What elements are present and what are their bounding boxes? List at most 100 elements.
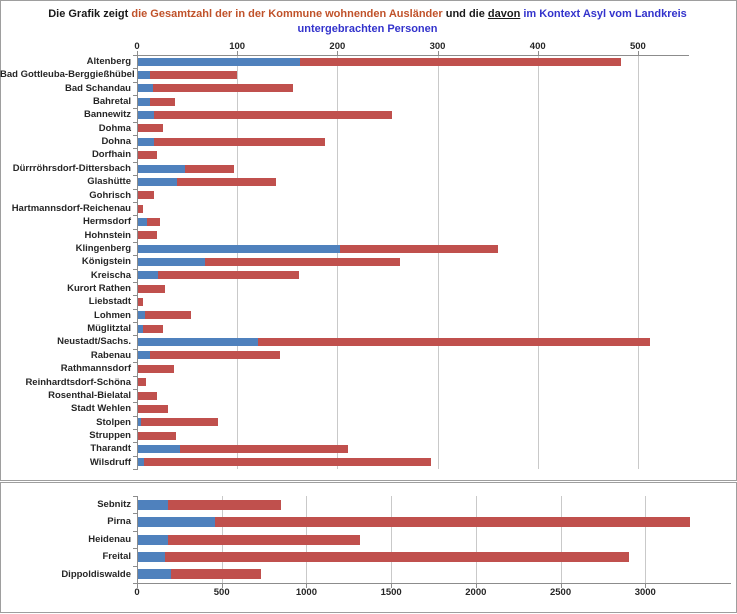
category-axis-tick [133,148,137,150]
category-label: Dohma [98,122,131,134]
category-axis-tick [133,121,137,123]
category-axis-tick [133,161,137,163]
bar-gesamt-segment [150,71,238,80]
category-label: Bad Schandau [65,82,131,94]
category-axis-tick [133,215,137,217]
bar-gesamt-segment [138,391,158,400]
axis-tick [221,584,223,588]
gridline [437,55,439,469]
axis-tick [391,584,393,588]
bar-asyl-segment [138,111,155,120]
bar-gesamt-segment [168,499,282,510]
axis-tick [437,51,439,55]
category-label: Hermsdorf [82,216,131,228]
bar-asyl-segment [138,244,341,253]
category-axis-tick [133,268,137,270]
bar-gesamt-segment [340,244,498,253]
category-label: Freital [102,551,131,563]
category-axis-line [137,496,138,584]
title-segment: im Kontext Asyl vom Landkreis [520,8,687,20]
bar-gesamt-segment [150,351,281,360]
category-axis-tick [133,108,137,110]
category-axis-tick [133,81,137,83]
bar-asyl-segment [138,534,169,545]
category-axis-tick [133,469,137,470]
category-axis-tick [133,201,137,203]
category-label: Rabenau [90,349,131,361]
category-label: Stolpen [96,416,131,428]
category-label: Heidenau [88,533,131,545]
title-segment: und die [442,8,488,20]
bar-asyl-segment [138,458,144,467]
category-axis-tick [133,241,137,243]
category-label: Klingenberg [75,242,131,254]
axis-tick-label: 2000 [465,587,487,598]
title-segment: davon [487,8,521,20]
value-axis-line [137,55,689,56]
category-label: Rosenthal-Bielatal [48,389,131,401]
gridline [475,496,477,583]
category-label: Lohmen [94,309,131,321]
chart-title-line: Die Grafik zeigt die Gesamtzahl der in d… [0,7,735,22]
category-axis-tick [133,455,137,457]
bar-asyl-segment [138,324,143,333]
axis-tick-label: 1000 [295,587,317,598]
category-label: Hartmannsdorf-Reichenau [11,202,131,214]
bar-asyl-segment [138,499,169,510]
gridline [391,496,393,583]
bar-gesamt-segment [168,534,360,545]
axis-tick-label: 100 [229,41,246,52]
bar-gesamt-segment [141,418,219,427]
axis-tick [475,584,477,588]
bar-asyl-segment [138,551,166,562]
chart-title-line: untergebrachten Personen [0,22,735,37]
bar-gesamt-segment [177,177,277,186]
gridline [645,496,647,583]
axis-tick-label: 2500 [549,587,572,598]
bar-gesamt-segment [147,217,161,226]
category-axis-tick [133,68,137,70]
axis-tick-label: 0 [134,587,140,598]
category-label: Wilsdruff [89,456,131,468]
axis-tick-label: 500 [629,41,646,52]
category-axis-tick [133,335,137,337]
category-axis-tick [133,548,137,550]
bar-asyl-segment [138,217,148,226]
bar-gesamt-segment [153,84,294,93]
axis-tick [537,51,539,55]
bar-asyl-segment [138,311,145,320]
axis-tick-label: 1500 [380,587,402,598]
bar-gesamt-segment [138,378,146,387]
axis-tick [637,51,639,55]
axis-tick [137,51,138,55]
axis-tick [137,584,138,588]
category-label: Hohnstein [84,229,131,241]
category-axis-tick [133,175,137,177]
bar-asyl-segment [138,444,181,453]
category-label: Stadt Wehlen [71,403,131,415]
category-axis-tick [133,530,137,532]
category-label: Bahretal [92,96,131,108]
title-segment: die Gesamtzahl der in der Kommune wohnen… [131,8,443,20]
bar-asyl-segment [138,71,151,80]
bar-gesamt-segment [158,271,300,280]
bar-gesamt-segment [154,137,326,146]
value-axis-line [137,583,731,584]
category-axis-tick [133,513,137,515]
bar-gesamt-segment [138,191,155,200]
category-label: Bad Gottleuba-Berggießhübel [0,69,135,81]
bar-gesamt-segment [138,151,158,160]
bar-asyl-segment [138,517,216,528]
bar-gesamt-segment [138,284,166,293]
bar-asyl-segment [138,97,151,106]
category-label: Bannewitz [84,109,131,121]
category-axis-tick [133,415,137,417]
bar-gesamt-segment [138,364,175,373]
category-axis-tick [133,308,137,310]
category-label: Dohna [101,136,131,148]
bar-gesamt-segment [205,258,401,266]
bar-gesamt-segment [144,458,431,467]
category-axis-tick [133,362,137,364]
axis-tick [237,51,239,55]
category-axis-tick [133,442,137,444]
